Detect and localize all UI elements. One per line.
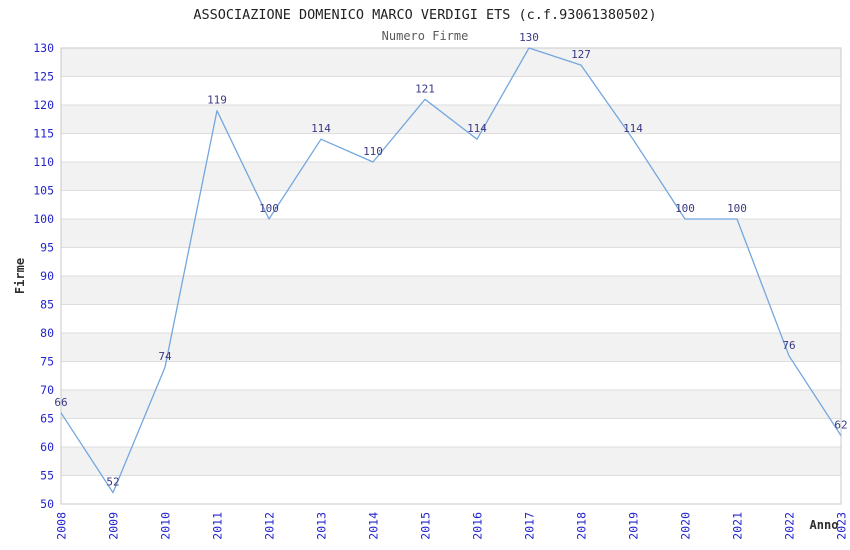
grid-band <box>61 190 841 219</box>
y-tick-label: 75 <box>40 355 54 369</box>
data-point-label: 110 <box>363 145 383 158</box>
x-tick-label: 2012 <box>263 512 277 540</box>
grid-band <box>61 304 841 333</box>
y-tick-label: 115 <box>33 127 54 141</box>
data-point-labels: 66 52 74 119 100 114 110 121 114 130 127 114 100 100 7… <box>54 31 847 489</box>
data-point-label: 114 <box>467 122 487 135</box>
y-tick-label: 95 <box>40 241 54 255</box>
x-tick-label: 2019 <box>627 512 641 540</box>
y-tick-label: 100 <box>33 212 54 226</box>
x-tick-label: 2016 <box>471 512 485 540</box>
x-tick-label: 2014 <box>367 512 381 540</box>
x-axis-title: Anno <box>810 518 839 532</box>
data-point-label: 100 <box>259 202 279 215</box>
grid-band <box>61 133 841 162</box>
data-point-label: 127 <box>571 48 591 61</box>
data-point-label: 130 <box>519 31 539 44</box>
grid-band-layer <box>61 48 841 504</box>
chart-subtitle: Numero Firme <box>382 29 469 43</box>
data-point-label: 100 <box>675 202 695 215</box>
data-point-label: 52 <box>106 476 119 489</box>
x-tick-label: 2021 <box>731 512 745 540</box>
y-tick-label: 105 <box>33 184 54 198</box>
data-point-label: 66 <box>54 396 67 409</box>
x-tick-label: 2009 <box>107 512 121 540</box>
x-tick-label: 2023 <box>835 512 849 540</box>
data-point-label: 121 <box>415 82 435 95</box>
x-tick-label: 2011 <box>211 512 225 540</box>
x-tick-label: 2015 <box>419 512 433 540</box>
x-tick-label: 2010 <box>159 512 173 540</box>
data-point-label: 119 <box>207 94 227 107</box>
grid-band <box>61 247 841 276</box>
y-tick-label: 55 <box>40 469 54 483</box>
grid-band <box>61 390 841 419</box>
y-tick-label: 65 <box>40 412 54 426</box>
y-axis-title: Firme <box>13 258 27 294</box>
y-tick-label: 60 <box>40 440 54 454</box>
grid-band <box>61 361 841 390</box>
series-line-layer <box>60 47 842 494</box>
y-tick-label: 50 <box>40 497 54 511</box>
y-tick-label: 85 <box>40 298 54 312</box>
grid-band <box>61 76 841 105</box>
series-line <box>60 47 842 494</box>
x-tick-label: 2008 <box>55 512 69 540</box>
grid-band <box>61 333 841 362</box>
y-tick-label: 120 <box>33 98 54 112</box>
y-tick-label: 80 <box>40 326 54 340</box>
x-tick-label: 2018 <box>575 512 589 540</box>
plot-border <box>60 47 842 505</box>
plot-border-layer <box>60 47 842 505</box>
grid-band <box>61 447 841 476</box>
y-tick-label: 110 <box>33 155 54 169</box>
x-tick-label: 2017 <box>523 512 537 540</box>
x-tick-label: 2013 <box>315 512 329 540</box>
chart-title: ASSOCIAZIONE DOMENICO MARCO VERDIGI ETS … <box>193 7 656 23</box>
x-tick-label: 2022 <box>783 512 797 540</box>
x-axis-tick-labels: 2008 2009 2010 2011 2012 2013 2014 2015 2016 2017… <box>55 512 849 540</box>
grid-band <box>61 162 841 191</box>
data-point-label: 100 <box>727 202 747 215</box>
data-point-label: 114 <box>623 122 643 135</box>
y-tick-label: 70 <box>40 383 54 397</box>
data-point-label: 76 <box>782 339 795 352</box>
y-tick-label: 90 <box>40 269 54 283</box>
grid-band <box>61 48 841 77</box>
y-tick-label: 130 <box>33 41 54 55</box>
grid-band <box>61 276 841 305</box>
x-tick-label: 2020 <box>679 512 693 540</box>
grid-band <box>61 219 841 248</box>
y-tick-label: 125 <box>33 70 54 84</box>
data-point-label: 114 <box>311 122 331 135</box>
y-axis-tick-labels: 50 55 60 65 70 75 80 85 90 95 100 105 110 115 120 125 13… <box>33 41 54 511</box>
data-point-label: 74 <box>158 350 172 363</box>
data-point-label: 62 <box>834 419 847 432</box>
grid-band <box>61 475 841 504</box>
grid-band <box>61 418 841 447</box>
